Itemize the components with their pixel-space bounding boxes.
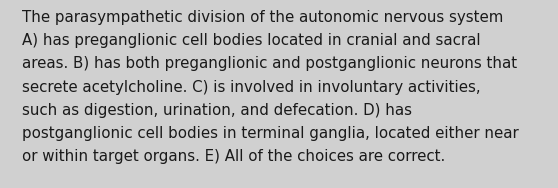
Text: secrete acetylcholine. C) is involved in involuntary activities,: secrete acetylcholine. C) is involved in…: [22, 80, 480, 95]
Text: or within target organs. E) All of the choices are correct.: or within target organs. E) All of the c…: [22, 149, 445, 164]
Text: The parasympathetic division of the autonomic nervous system: The parasympathetic division of the auto…: [22, 10, 503, 25]
Text: areas. B) has both preganglionic and postganglionic neurons that: areas. B) has both preganglionic and pos…: [22, 56, 517, 71]
Text: A) has preganglionic cell bodies located in cranial and sacral: A) has preganglionic cell bodies located…: [22, 33, 480, 48]
Text: such as digestion, urination, and defecation. D) has: such as digestion, urination, and defeca…: [22, 103, 412, 118]
Text: postganglionic cell bodies in terminal ganglia, located either near: postganglionic cell bodies in terminal g…: [22, 126, 519, 141]
